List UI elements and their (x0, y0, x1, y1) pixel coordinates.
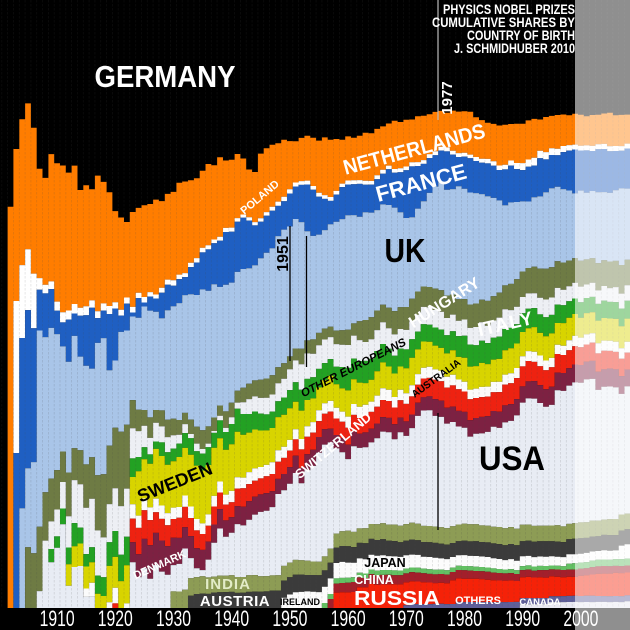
svg-text:1970: 1970 (389, 606, 424, 630)
svg-text:1951: 1951 (275, 236, 292, 272)
svg-text:AUSTRIA: AUSTRIA (200, 593, 270, 610)
svg-text:1920: 1920 (98, 606, 133, 630)
svg-text:GERMANY: GERMANY (95, 59, 236, 94)
svg-text:1910: 1910 (40, 606, 75, 630)
svg-text:COUNTRY OF BIRTH: COUNTRY OF BIRTH (467, 28, 575, 44)
svg-text:PHYSICS NOBEL PRIZES: PHYSICS NOBEL PRIZES (443, 2, 575, 18)
svg-text:USA: USA (479, 440, 545, 478)
svg-text:CHINA: CHINA (354, 573, 394, 587)
svg-text:RUSSIA: RUSSIA (354, 588, 440, 610)
svg-text:UK: UK (385, 232, 426, 269)
svg-text:IRELAND: IRELAND (280, 597, 320, 607)
svg-text:1930: 1930 (156, 606, 191, 630)
svg-text:2000: 2000 (563, 606, 598, 630)
svg-text:1950: 1950 (272, 606, 307, 630)
svg-text:1980: 1980 (447, 606, 482, 630)
svg-text:CUMULATIVE SHARES BY: CUMULATIVE SHARES BY (432, 15, 575, 31)
svg-text:OTHERS: OTHERS (455, 595, 501, 607)
svg-text:1977: 1977 (439, 81, 456, 114)
svg-text:INDIA: INDIA (205, 576, 251, 593)
svg-text:1940: 1940 (214, 606, 249, 630)
svg-text:J. SCHMIDHUBER 2010: J. SCHMIDHUBER 2010 (454, 41, 575, 57)
svg-text:CANADA: CANADA (519, 597, 560, 608)
svg-text:JAPAN: JAPAN (364, 556, 405, 570)
svg-text:1990: 1990 (505, 606, 540, 630)
svg-text:1960: 1960 (331, 606, 366, 630)
